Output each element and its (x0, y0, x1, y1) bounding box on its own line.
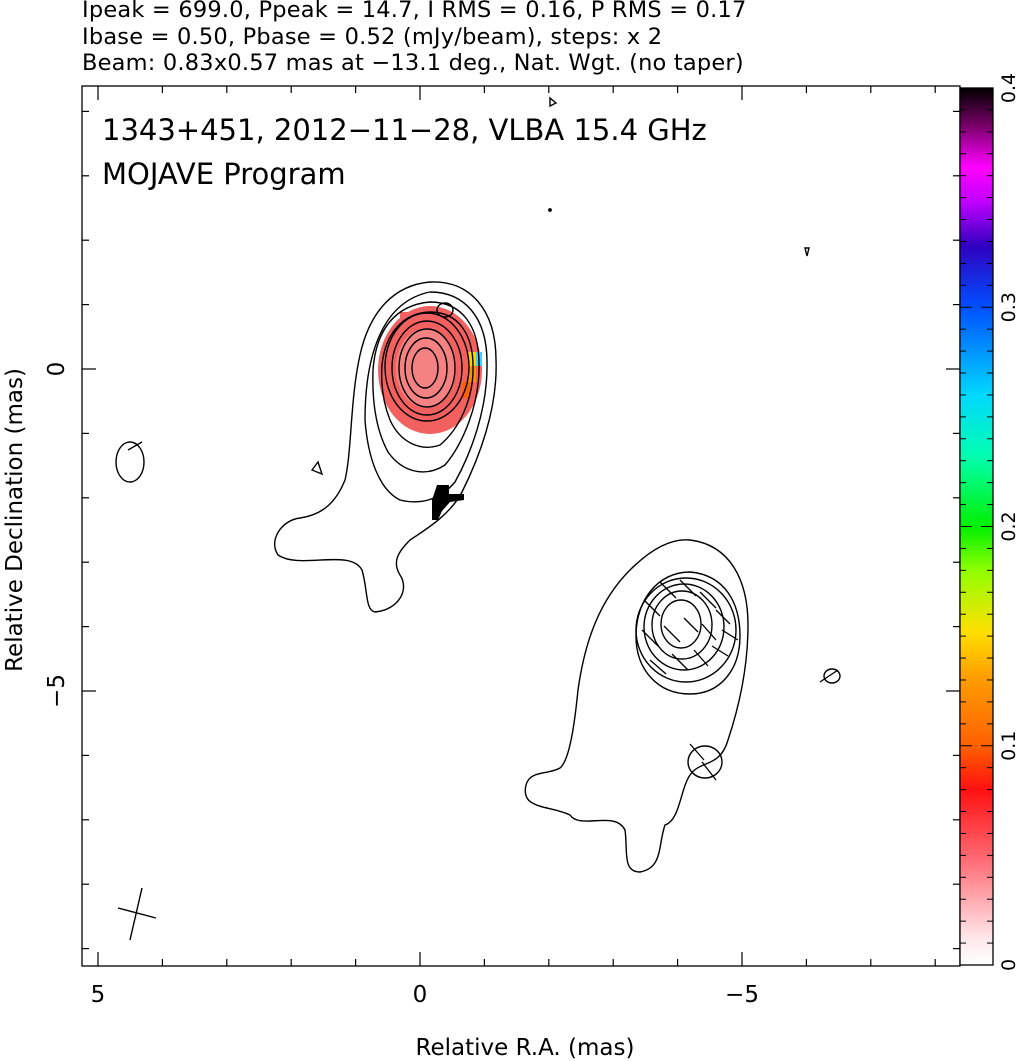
x-tick-label: 5 (91, 982, 106, 1008)
colorbar-tick-labels: 0 0.1 0.2 0.3 0.4 (998, 73, 1020, 971)
x-tick-label: −5 (725, 982, 759, 1008)
colorbar-tick-label: 0 (998, 959, 1020, 971)
core-contours (273, 281, 497, 613)
plot-frame (81, 85, 961, 967)
x-axis-label: Relative R.A. (mas) (416, 1035, 635, 1061)
header-line-2: Ibase = 0.50, Pbase = 0.52 (mJy/beam), s… (82, 24, 663, 50)
y-axis-label: Relative Declination (mas) (2, 368, 28, 672)
chart-title: 1343+451, 2012−11−28, VLBA 15.4 GHz (102, 113, 707, 147)
x-tick-label: 0 (413, 982, 428, 1008)
black-polarization-pixels (432, 485, 464, 520)
header-line-1: Ipeak = 699.0, Ppeak = 14.7, I RMS = 0.1… (82, 0, 747, 23)
colorbar-tick-label: 0.2 (998, 511, 1020, 541)
y-tick-label: 0 (44, 362, 70, 377)
colorbar-tick-label: 0.1 (998, 731, 1020, 761)
chart-subtitle: MOJAVE Program (102, 157, 346, 191)
polarization-vectors (127, 441, 839, 781)
colorbar-ticks (960, 87, 993, 966)
colorbar-tick-label: 0.4 (998, 73, 1020, 103)
colorbar-tick-label: 0.3 (998, 292, 1020, 322)
header-line-3: Beam: 0.83x0.57 mas at −13.1 deg., Nat. … (82, 50, 744, 76)
jet-knot-contours (115, 96, 841, 873)
y-tick-label: −5 (44, 674, 70, 708)
axis-tick-labels: 5 0 −5 0 −5 (44, 362, 759, 1008)
beam-marker (117, 887, 157, 941)
axis-ticks (82, 86, 960, 966)
